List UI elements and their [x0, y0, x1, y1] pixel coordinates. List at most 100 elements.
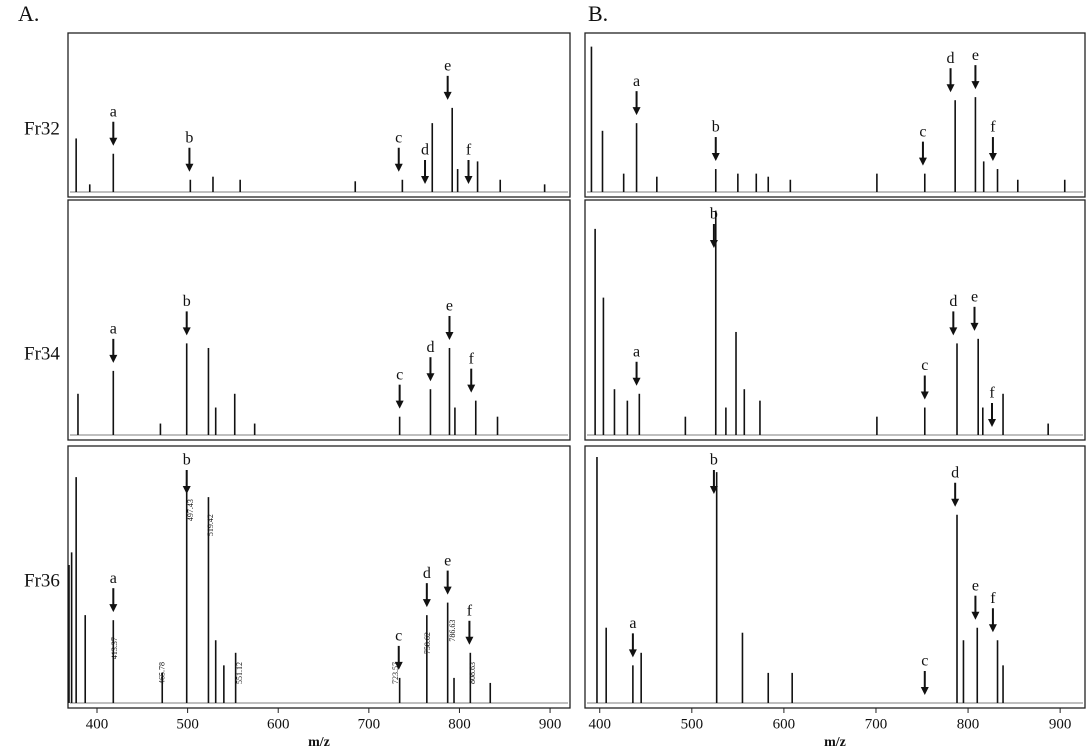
arrow-label: a [633, 73, 640, 90]
arrow-label: c [919, 123, 926, 140]
x-tick-label: 600 [267, 716, 290, 732]
x-tick-label: 800 [957, 716, 980, 732]
arrow-label: a [110, 321, 117, 338]
panel-frame [67, 32, 571, 198]
x-tick-label: 500 [176, 716, 199, 732]
x-tick-label: 700 [865, 716, 888, 732]
arrow-head [632, 107, 641, 116]
arrow-label: c [396, 366, 403, 383]
arrow [395, 384, 404, 409]
arrow-head [988, 153, 997, 162]
arrow-head [918, 157, 927, 166]
arrow-head [443, 586, 452, 595]
arrow-head [709, 486, 718, 494]
arrow-head [464, 176, 473, 184]
arrow [422, 583, 431, 608]
arrow-label: a [629, 615, 636, 632]
x-axis-label: m/z [308, 735, 330, 750]
panel-frame [584, 445, 1086, 709]
arrow-head [182, 486, 191, 494]
x-tick-label: 700 [358, 716, 381, 732]
arrow-head [920, 391, 929, 400]
arrow [109, 338, 118, 363]
arrow [628, 633, 637, 658]
panel-frame [67, 445, 571, 709]
arrow-head [949, 327, 958, 336]
x-tick-label: 900 [1049, 716, 1072, 732]
arrow-label: d [423, 565, 431, 582]
arrow-label: f [990, 119, 996, 136]
x-tick-label: 900 [539, 716, 562, 732]
arrow-label: e [972, 577, 979, 594]
arrow [443, 75, 452, 100]
arrow-label: a [110, 103, 117, 120]
arrow-label: d [949, 293, 957, 310]
arrow [426, 357, 435, 382]
arrow-label: e [972, 47, 979, 64]
arrow-label: e [444, 552, 451, 569]
arrow-head [109, 137, 118, 146]
arrow-label: a [110, 570, 117, 587]
arrow [988, 608, 997, 633]
arrow-head [422, 599, 431, 608]
arrow-label: e [446, 298, 453, 315]
x-tick-label: 400 [588, 716, 611, 732]
arrow-head [395, 400, 404, 409]
peak-label: 808.63 [468, 662, 477, 684]
arrow [109, 588, 118, 613]
x-tick-label: 800 [448, 716, 471, 732]
arrow-head [467, 384, 476, 393]
arrow-head [628, 649, 637, 658]
x-tick-label: 400 [86, 716, 109, 732]
arrow [632, 361, 641, 386]
arrow [394, 645, 403, 670]
arrow-label: b [710, 452, 718, 469]
arrow [443, 570, 452, 595]
arrow-head [182, 327, 191, 336]
arrow-head [185, 163, 194, 172]
arrow-head [970, 322, 979, 331]
arrow-label: f [989, 385, 995, 402]
arrow [920, 375, 929, 400]
arrow-label: b [712, 119, 720, 136]
arrow [465, 620, 474, 645]
arrow-head [421, 176, 430, 184]
peak-label: 723.57 [391, 662, 400, 684]
arrow-label: a [633, 343, 640, 360]
x-tick-label: 500 [681, 716, 704, 732]
arrow [421, 160, 430, 184]
panel-frame [584, 199, 1086, 441]
arrow-label: e [971, 288, 978, 305]
arrow-head [632, 377, 641, 386]
arrow-label: f [469, 350, 475, 367]
peak-label: 758.62 [423, 632, 432, 654]
arrow [632, 91, 641, 116]
arrow-head [394, 163, 403, 172]
arrow-label: d [947, 50, 955, 67]
arrow [918, 141, 927, 166]
arrow-head [426, 373, 435, 382]
arrow [987, 403, 996, 427]
arrow [709, 470, 718, 494]
arrow [185, 147, 194, 172]
arrow-head [987, 419, 996, 427]
panel-frame [67, 199, 571, 441]
arrow-head [988, 624, 997, 633]
arrow-head [394, 661, 403, 670]
arrow-label: d [951, 464, 959, 481]
arrow-head [443, 91, 452, 100]
peak-label: 519.42 [206, 514, 215, 536]
arrow-head [109, 604, 118, 613]
arrow-label: b [183, 452, 191, 469]
arrow-label: c [395, 129, 402, 146]
arrow-label: e [444, 58, 451, 75]
row-label: Fr36 [24, 570, 60, 591]
arrow-head [971, 611, 980, 620]
peak-label: 413.37 [110, 637, 119, 659]
arrow [182, 311, 191, 336]
arrow [971, 595, 980, 620]
arrow-label: f [990, 590, 996, 607]
arrow [709, 224, 718, 248]
arrow-label: c [395, 628, 402, 645]
